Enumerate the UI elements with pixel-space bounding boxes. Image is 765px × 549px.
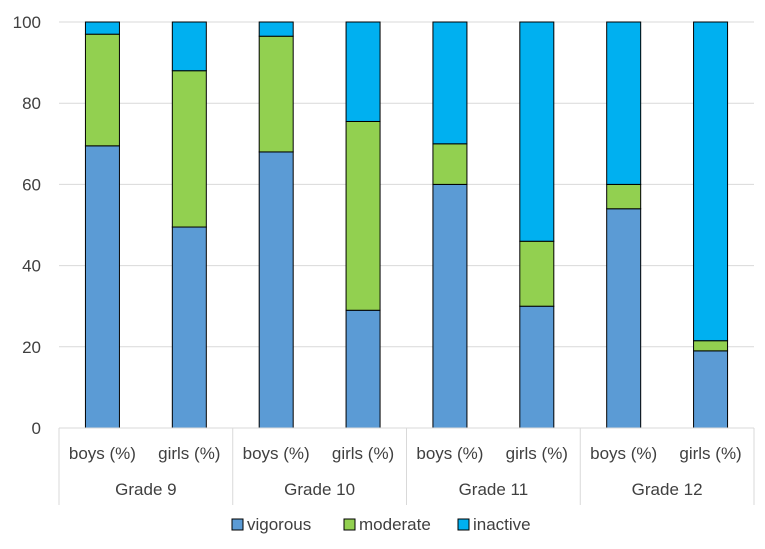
bar-segment-moderate — [84, 33, 120, 147]
bar-segment-vigorous — [84, 145, 120, 429]
bar-segment-inactive — [345, 21, 381, 122]
legend-swatch-moderate — [343, 518, 356, 531]
legend-swatch-inactive — [457, 518, 470, 531]
x-category-label: girls (%) — [332, 444, 394, 463]
bar-segment-moderate — [345, 120, 381, 311]
bar-segment-inactive — [606, 21, 642, 185]
legend-label-inactive: inactive — [473, 515, 531, 534]
x-group-label: Grade 9 — [115, 480, 176, 499]
bar-segment-inactive — [432, 21, 468, 145]
y-tick-label: 20 — [22, 338, 41, 357]
x-category-label: boys (%) — [243, 444, 310, 463]
gridlines — [59, 21, 754, 429]
bar-segment-vigorous — [258, 151, 294, 429]
y-tick-label: 80 — [22, 94, 41, 113]
bar-segment-moderate — [606, 183, 642, 210]
bar-segment-vigorous — [693, 350, 729, 429]
bar-segment-moderate — [258, 35, 294, 153]
legend: vigorous moderate inactive — [231, 515, 531, 534]
y-tick-label: 60 — [22, 175, 41, 194]
bar-segment-moderate — [171, 70, 207, 228]
bar-segment-inactive — [693, 21, 729, 342]
bar-segment-inactive — [258, 21, 294, 37]
bar-segment-inactive — [84, 21, 120, 35]
y-tick-label: 100 — [13, 13, 41, 32]
y-tick-label: 40 — [22, 257, 41, 276]
x-group-label: Grade 11 — [459, 480, 529, 499]
y-tick-label: 0 — [32, 419, 41, 438]
bar-segment-moderate — [432, 143, 468, 185]
bar-segment-vigorous — [171, 226, 207, 429]
bar-segment-inactive — [171, 21, 207, 72]
legend-label-vigorous: vigorous — [247, 515, 311, 534]
bar-segment-vigorous — [606, 208, 642, 429]
x-category-label: boys (%) — [590, 444, 657, 463]
bar-segment-moderate — [693, 340, 729, 352]
x-group-label: Grade 10 — [284, 480, 355, 499]
legend-label-moderate: moderate — [359, 515, 431, 534]
x-category-label: girls (%) — [158, 444, 220, 463]
x-group-label: Grade 12 — [632, 480, 703, 499]
bar-segment-inactive — [519, 21, 555, 242]
bar-segment-vigorous — [519, 305, 555, 429]
x-axis: boys (%) girls (%) boys (%) girls (%) boys (… — [58, 427, 755, 505]
legend-swatch-vigorous — [231, 518, 244, 531]
x-category-label: boys (%) — [416, 444, 483, 463]
bar-segment-vigorous — [432, 183, 468, 429]
bars — [84, 21, 729, 429]
bar-segment-vigorous — [345, 309, 381, 429]
x-category-label: boys (%) — [69, 444, 136, 463]
bar-segment-moderate — [519, 240, 555, 307]
x-category-label: girls (%) — [679, 444, 741, 463]
x-category-label: girls (%) — [506, 444, 568, 463]
y-axis-tick-labels: 0 20 40 60 80 100 — [13, 13, 41, 438]
